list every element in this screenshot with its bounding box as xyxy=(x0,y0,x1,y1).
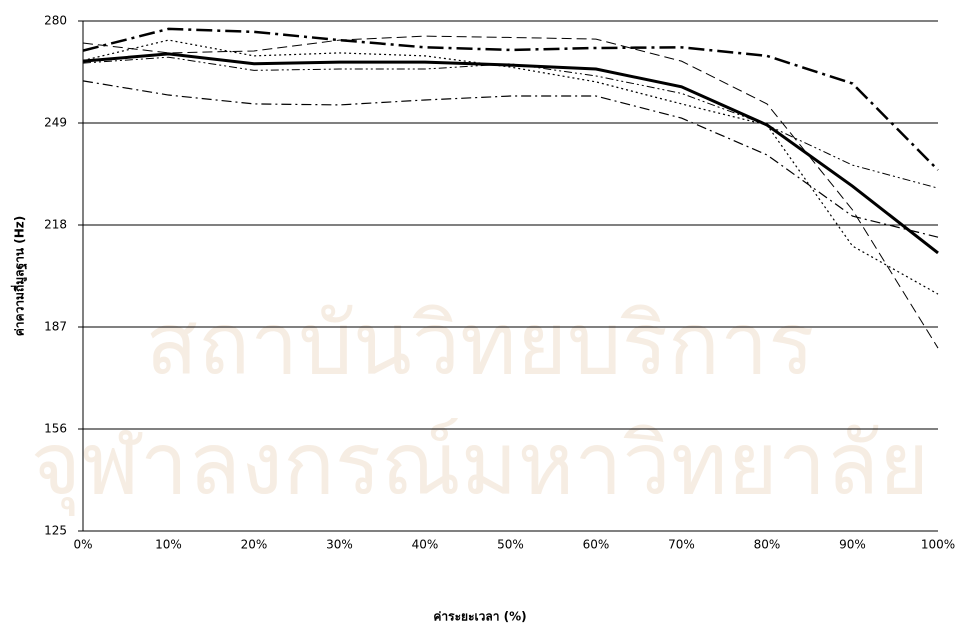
series-line xyxy=(82,27,939,171)
y-tick-label: 156 xyxy=(44,422,67,436)
x-tick-label: 30% xyxy=(326,538,353,552)
x-tick-label: 100% xyxy=(921,538,955,552)
series-line xyxy=(82,35,939,349)
y-tick-label: 249 xyxy=(44,116,67,130)
x-tick-label: 20% xyxy=(241,538,268,552)
y-tick-label: 280 xyxy=(44,14,67,28)
y-tick-label: 187 xyxy=(44,320,67,334)
series-line xyxy=(82,52,939,255)
y-tick-label: 218 xyxy=(44,218,67,232)
x-tick-label: 50% xyxy=(497,538,524,552)
series-line xyxy=(82,56,939,189)
watermark: สถาบันวิทยบริการ xyxy=(146,294,815,394)
x-tick-label: 0% xyxy=(73,538,92,552)
x-tick-label: 90% xyxy=(839,538,866,552)
x-tick-label: 60% xyxy=(583,538,610,552)
series-line xyxy=(82,39,939,295)
x-axis-title: ค่าระยะเวลา (%) xyxy=(433,610,526,624)
watermark: จุฬาลงกรณ์มหาวิทยาลัย xyxy=(31,414,930,516)
y-axis-title: ค่าความถี่มูลฐาน (Hz) xyxy=(11,216,28,336)
x-tick-label: 10% xyxy=(155,538,182,552)
x-tick-label: 40% xyxy=(412,538,439,552)
y-tick-label: 125 xyxy=(44,524,67,538)
x-tick-label: 70% xyxy=(668,538,695,552)
series-line xyxy=(82,80,939,238)
x-tick-label: 80% xyxy=(754,538,781,552)
